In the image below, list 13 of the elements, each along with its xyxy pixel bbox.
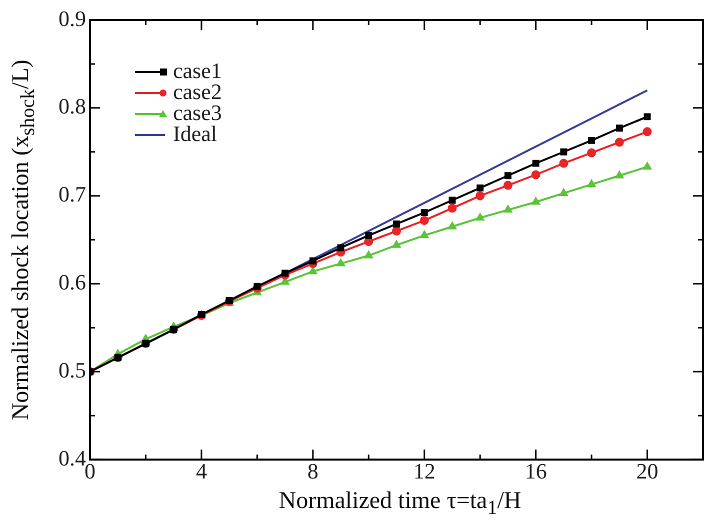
x-tick-label: 0 (84, 458, 96, 484)
x-tick-label: 20 (636, 458, 658, 484)
y-tick-label: 0.9 (58, 6, 86, 31)
x-tick-label: 16 (524, 458, 547, 484)
y-tick-label: 0.4 (58, 445, 86, 470)
x-axis-title: Normalized time τ=ta$_{1}$/H (278, 488, 522, 520)
y-tick-label: 0.5 (58, 357, 86, 382)
x-tick-label: 4 (196, 458, 207, 484)
y-tick-label: 0.7 (58, 182, 86, 207)
y-tick-label: 0.6 (58, 270, 86, 295)
x-tick-label: 8 (307, 458, 318, 484)
x-tick-label: 12 (413, 458, 436, 484)
y-tick-label: 0.8 (58, 94, 86, 119)
